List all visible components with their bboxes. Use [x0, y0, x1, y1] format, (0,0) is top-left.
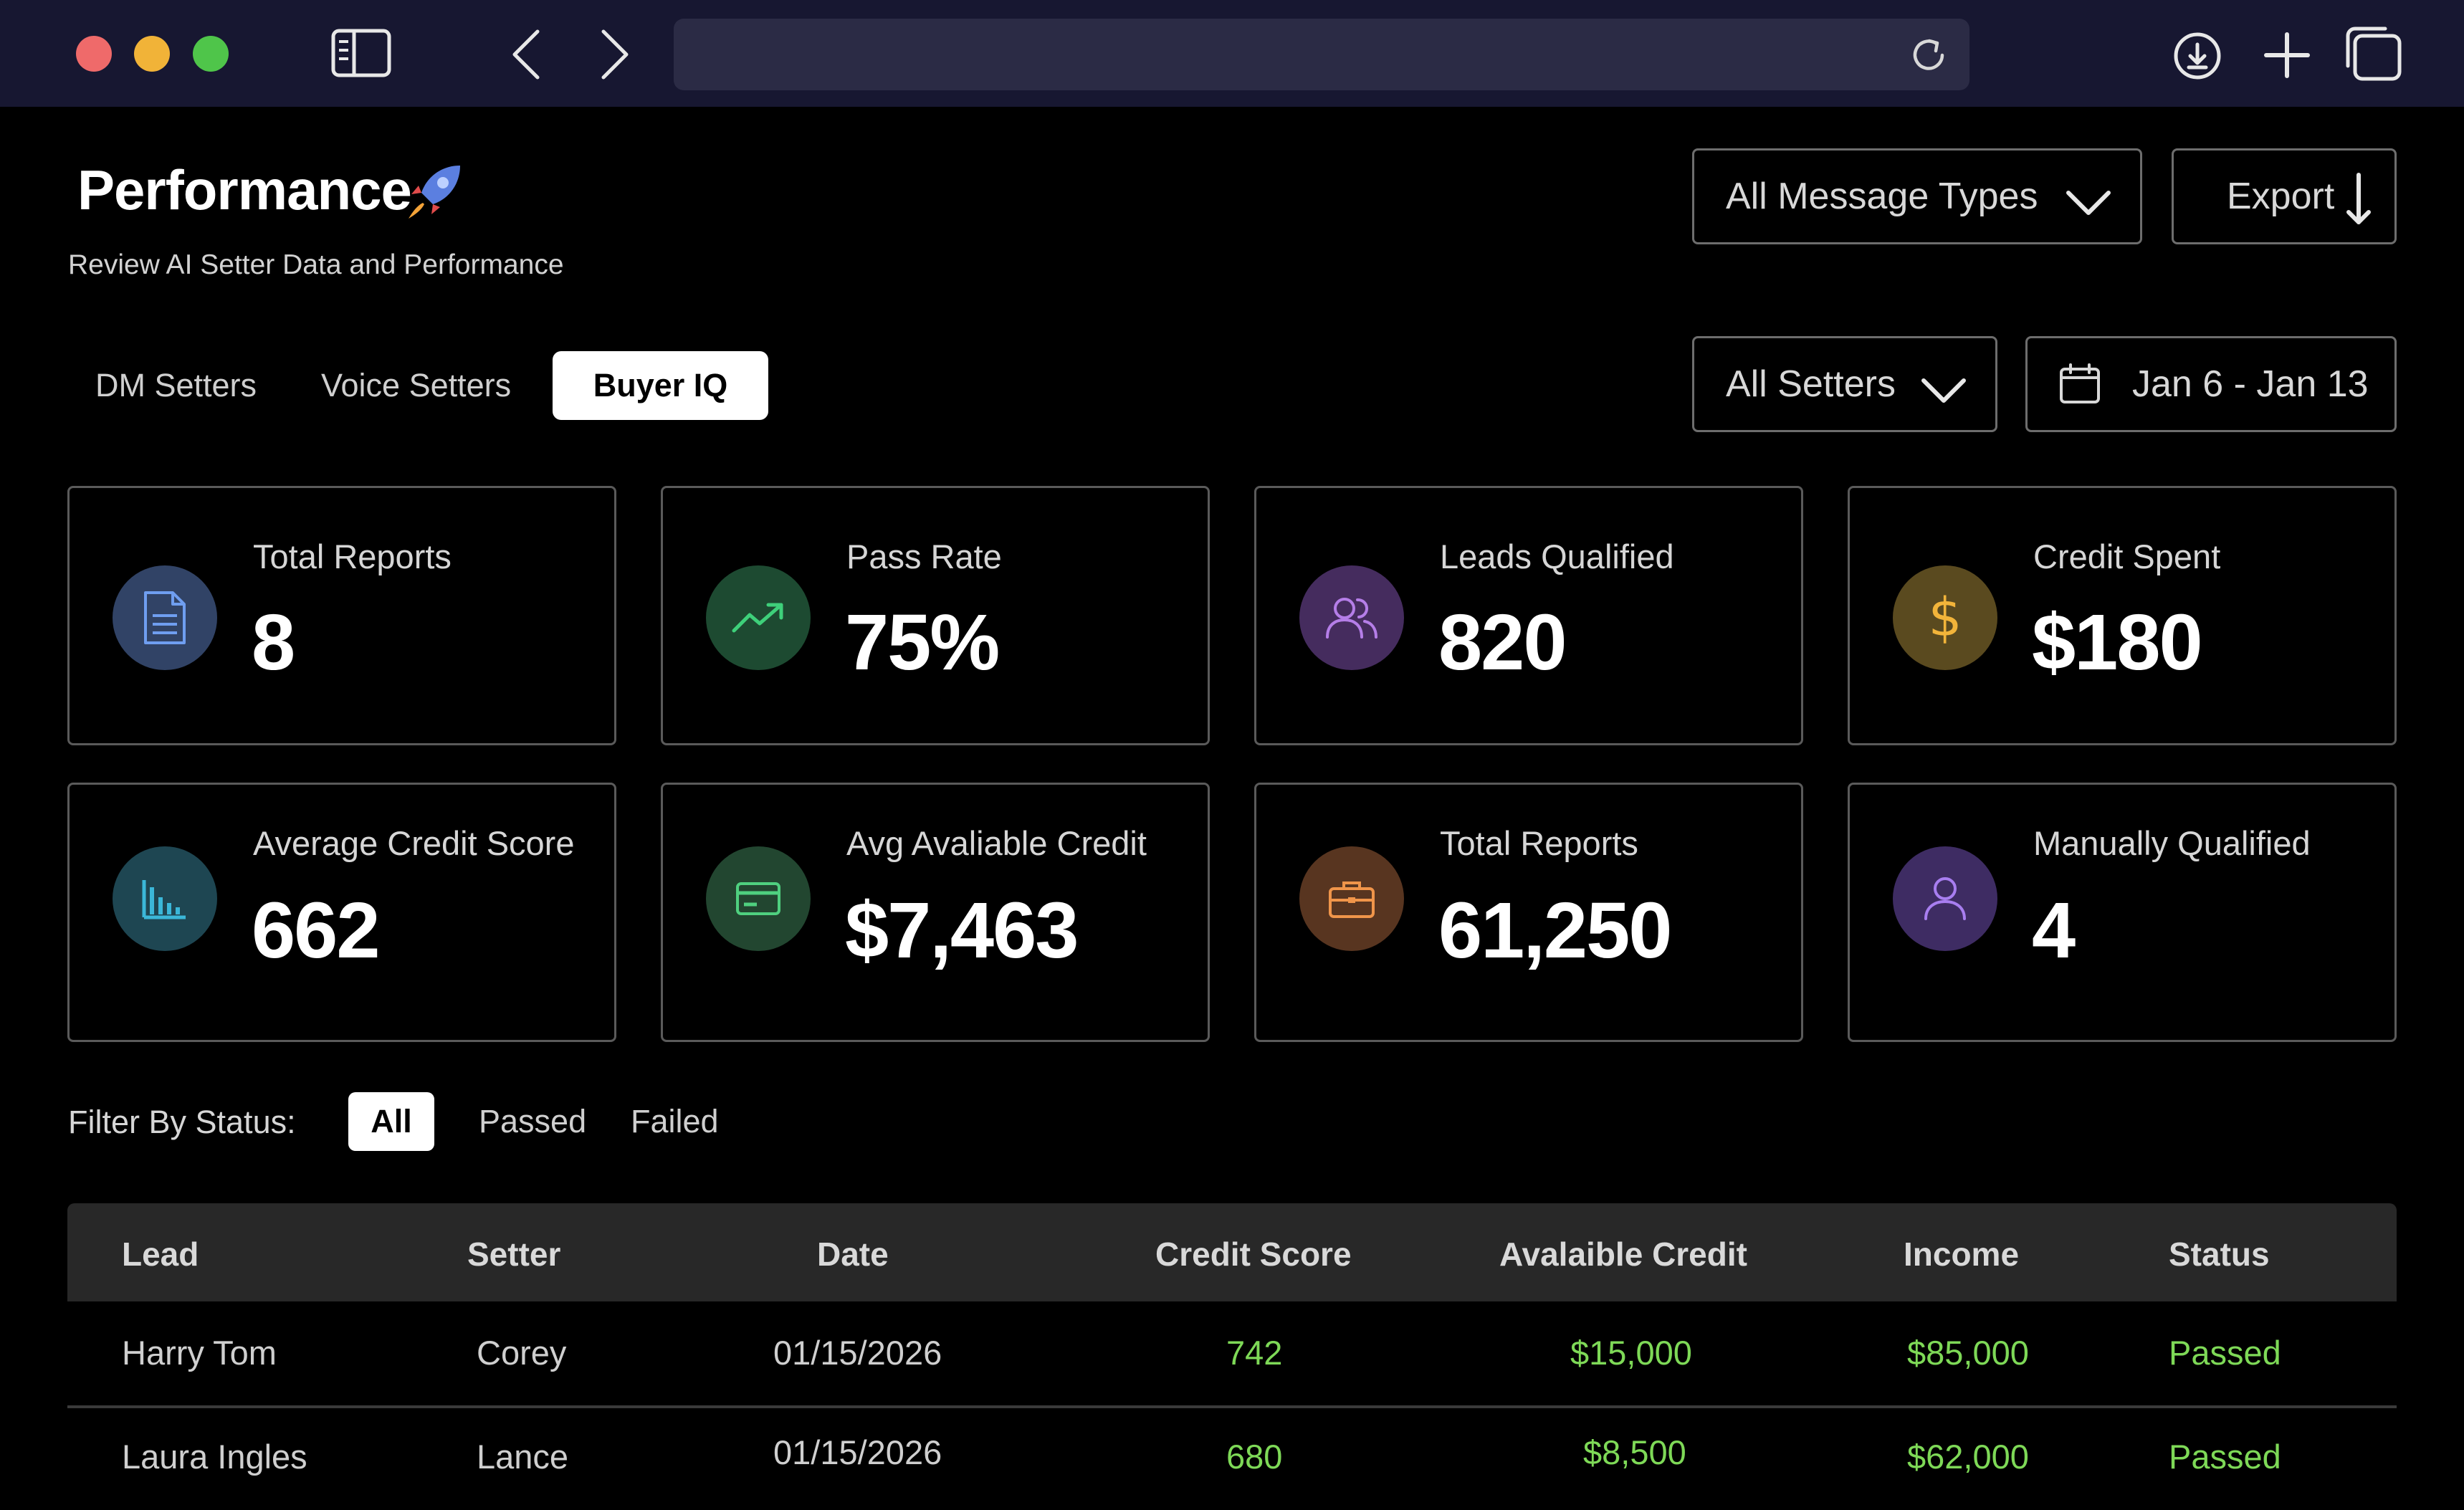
minimize-window-button[interactable] — [134, 36, 170, 72]
cell-credit-score: 680 — [1226, 1438, 1283, 1476]
download-icon[interactable] — [2173, 32, 2222, 80]
cell-status: Passed — [2169, 1334, 2281, 1372]
sidebar-toggle-icon[interactable] — [331, 29, 391, 77]
cell-setter: Lance — [477, 1438, 569, 1476]
cell-lead: Laura Ingles — [122, 1438, 307, 1476]
stat-value: 61,250 — [1438, 887, 1672, 975]
stat-label: Total Reports — [1440, 824, 1638, 862]
stat-card-total-reports-2: Total Reports 61,250 — [1254, 783, 1803, 1042]
stat-label: Total Reports — [253, 537, 452, 575]
credit-card-icon — [706, 846, 811, 951]
column-header-lead[interactable]: Lead — [122, 1236, 199, 1273]
trending-up-icon — [706, 565, 811, 670]
chevron-down-icon — [2066, 183, 2111, 226]
column-header-credit-score[interactable]: Credit Score — [1155, 1236, 1352, 1273]
stat-card-credit-spent: $ Credit Spent $180 — [1848, 486, 2397, 745]
briefcase-icon — [1299, 846, 1404, 951]
tabs-overview-icon[interactable] — [2344, 26, 2402, 82]
cell-setter: Corey — [477, 1334, 567, 1372]
message-type-dropdown[interactable]: All Message Types — [1692, 148, 2142, 244]
forward-arrow-icon[interactable] — [599, 29, 631, 80]
column-header-income[interactable]: Income — [1904, 1236, 2020, 1273]
users-icon — [1299, 565, 1404, 670]
maximize-window-button[interactable] — [193, 36, 229, 72]
reload-icon[interactable] — [1908, 34, 1949, 80]
dollar-icon: $ — [1893, 565, 1997, 670]
filter-label: Filter By Status: — [68, 1104, 296, 1140]
stat-card-pass-rate: Pass Rate 75% — [661, 486, 1210, 745]
stat-value: $180 — [2032, 598, 2203, 687]
stat-label: Average Credit Score — [253, 824, 575, 862]
page-title: Performance — [77, 158, 412, 221]
stat-value: 8 — [252, 598, 295, 687]
stat-label: Avg Avaliable Credit — [846, 824, 1147, 862]
column-header-available-credit[interactable]: Avalaible Credit — [1499, 1236, 1747, 1273]
filter-passed-button[interactable]: Passed — [479, 1103, 587, 1139]
table-header: Lead Setter Date Credit Score Avalaible … — [67, 1203, 2397, 1301]
stat-card-leads-qualified: Leads Qualified 820 — [1254, 486, 1803, 745]
stat-value: 820 — [1438, 598, 1567, 687]
message-type-label: All Message Types — [1726, 176, 2038, 217]
page-subtitle: Review AI Setter Data and Performance — [68, 249, 564, 280]
reports-table: Lead Setter Date Credit Score Avalaible … — [67, 1203, 2397, 1490]
arrow-down-icon — [2344, 172, 2373, 236]
filter-all-button[interactable]: All — [348, 1092, 434, 1151]
tab-buyer-iq[interactable]: Buyer IQ — [553, 351, 768, 420]
calendar-icon — [2059, 363, 2101, 405]
row-divider — [67, 1405, 2397, 1408]
stat-card-total-reports: Total Reports 8 — [67, 486, 616, 745]
column-header-date[interactable]: Date — [817, 1236, 889, 1273]
date-range-label: Jan 6 - Jan 13 — [2132, 363, 2369, 405]
browser-toolbar — [0, 0, 2464, 107]
export-button[interactable]: Export — [2172, 148, 2397, 244]
stat-card-average-credit-score: Average Credit Score 662 — [67, 783, 616, 1042]
setter-dropdown[interactable]: All Setters — [1692, 336, 1997, 432]
new-tab-plus-icon[interactable] — [2263, 32, 2311, 79]
stat-label: Credit Spent — [2033, 537, 2221, 575]
stat-value: 662 — [252, 887, 381, 975]
column-header-setter[interactable]: Setter — [467, 1236, 561, 1273]
stat-value: 4 — [2032, 887, 2076, 975]
cell-date: 01/15/2026 — [773, 1433, 942, 1471]
rocket-icon — [403, 161, 464, 226]
stat-label: Manually Qualified — [2033, 824, 2311, 862]
cell-lead: Harry Tom — [122, 1334, 277, 1372]
bar-chart-icon — [113, 846, 217, 951]
stat-value: $7,463 — [845, 887, 1079, 975]
table-row[interactable]: Harry Tom Corey 01/15/2026 742 $15,000 $… — [67, 1301, 2397, 1403]
cell-available-credit: $15,000 — [1570, 1334, 1692, 1372]
cell-credit-score: 742 — [1226, 1334, 1283, 1372]
document-icon — [113, 565, 217, 670]
table-row[interactable]: Laura Ingles Lance 01/15/2026 680 $8,500… — [67, 1408, 2397, 1510]
close-window-button[interactable] — [76, 36, 112, 72]
back-arrow-icon[interactable] — [510, 29, 542, 80]
column-header-status[interactable]: Status — [2169, 1236, 2270, 1273]
address-bar[interactable] — [674, 19, 1969, 90]
cell-date: 01/15/2026 — [773, 1334, 942, 1372]
cell-available-credit: $8,500 — [1583, 1433, 1686, 1471]
date-range-picker[interactable]: Jan 6 - Jan 13 — [2025, 336, 2397, 432]
cell-status: Passed — [2169, 1438, 2281, 1476]
cell-income: $85,000 — [1907, 1334, 2029, 1372]
setter-dropdown-label: All Setters — [1726, 363, 1896, 405]
tab-voice-setters[interactable]: Voice Setters — [321, 367, 512, 403]
user-icon — [1893, 846, 1997, 951]
stat-label: Leads Qualified — [1440, 537, 1674, 575]
chevron-down-icon — [1921, 371, 1967, 414]
export-label: Export — [2227, 176, 2335, 217]
filter-failed-button[interactable]: Failed — [631, 1103, 719, 1139]
stat-card-manually-qualified: Manually Qualified 4 — [1848, 783, 2397, 1042]
stat-value: 75% — [845, 598, 1000, 687]
stat-card-avg-available-credit: Avg Avaliable Credit $7,463 — [661, 783, 1210, 1042]
tab-dm-setters[interactable]: DM Setters — [95, 367, 257, 403]
stat-label: Pass Rate — [846, 537, 1002, 575]
cell-income: $62,000 — [1907, 1438, 2029, 1476]
